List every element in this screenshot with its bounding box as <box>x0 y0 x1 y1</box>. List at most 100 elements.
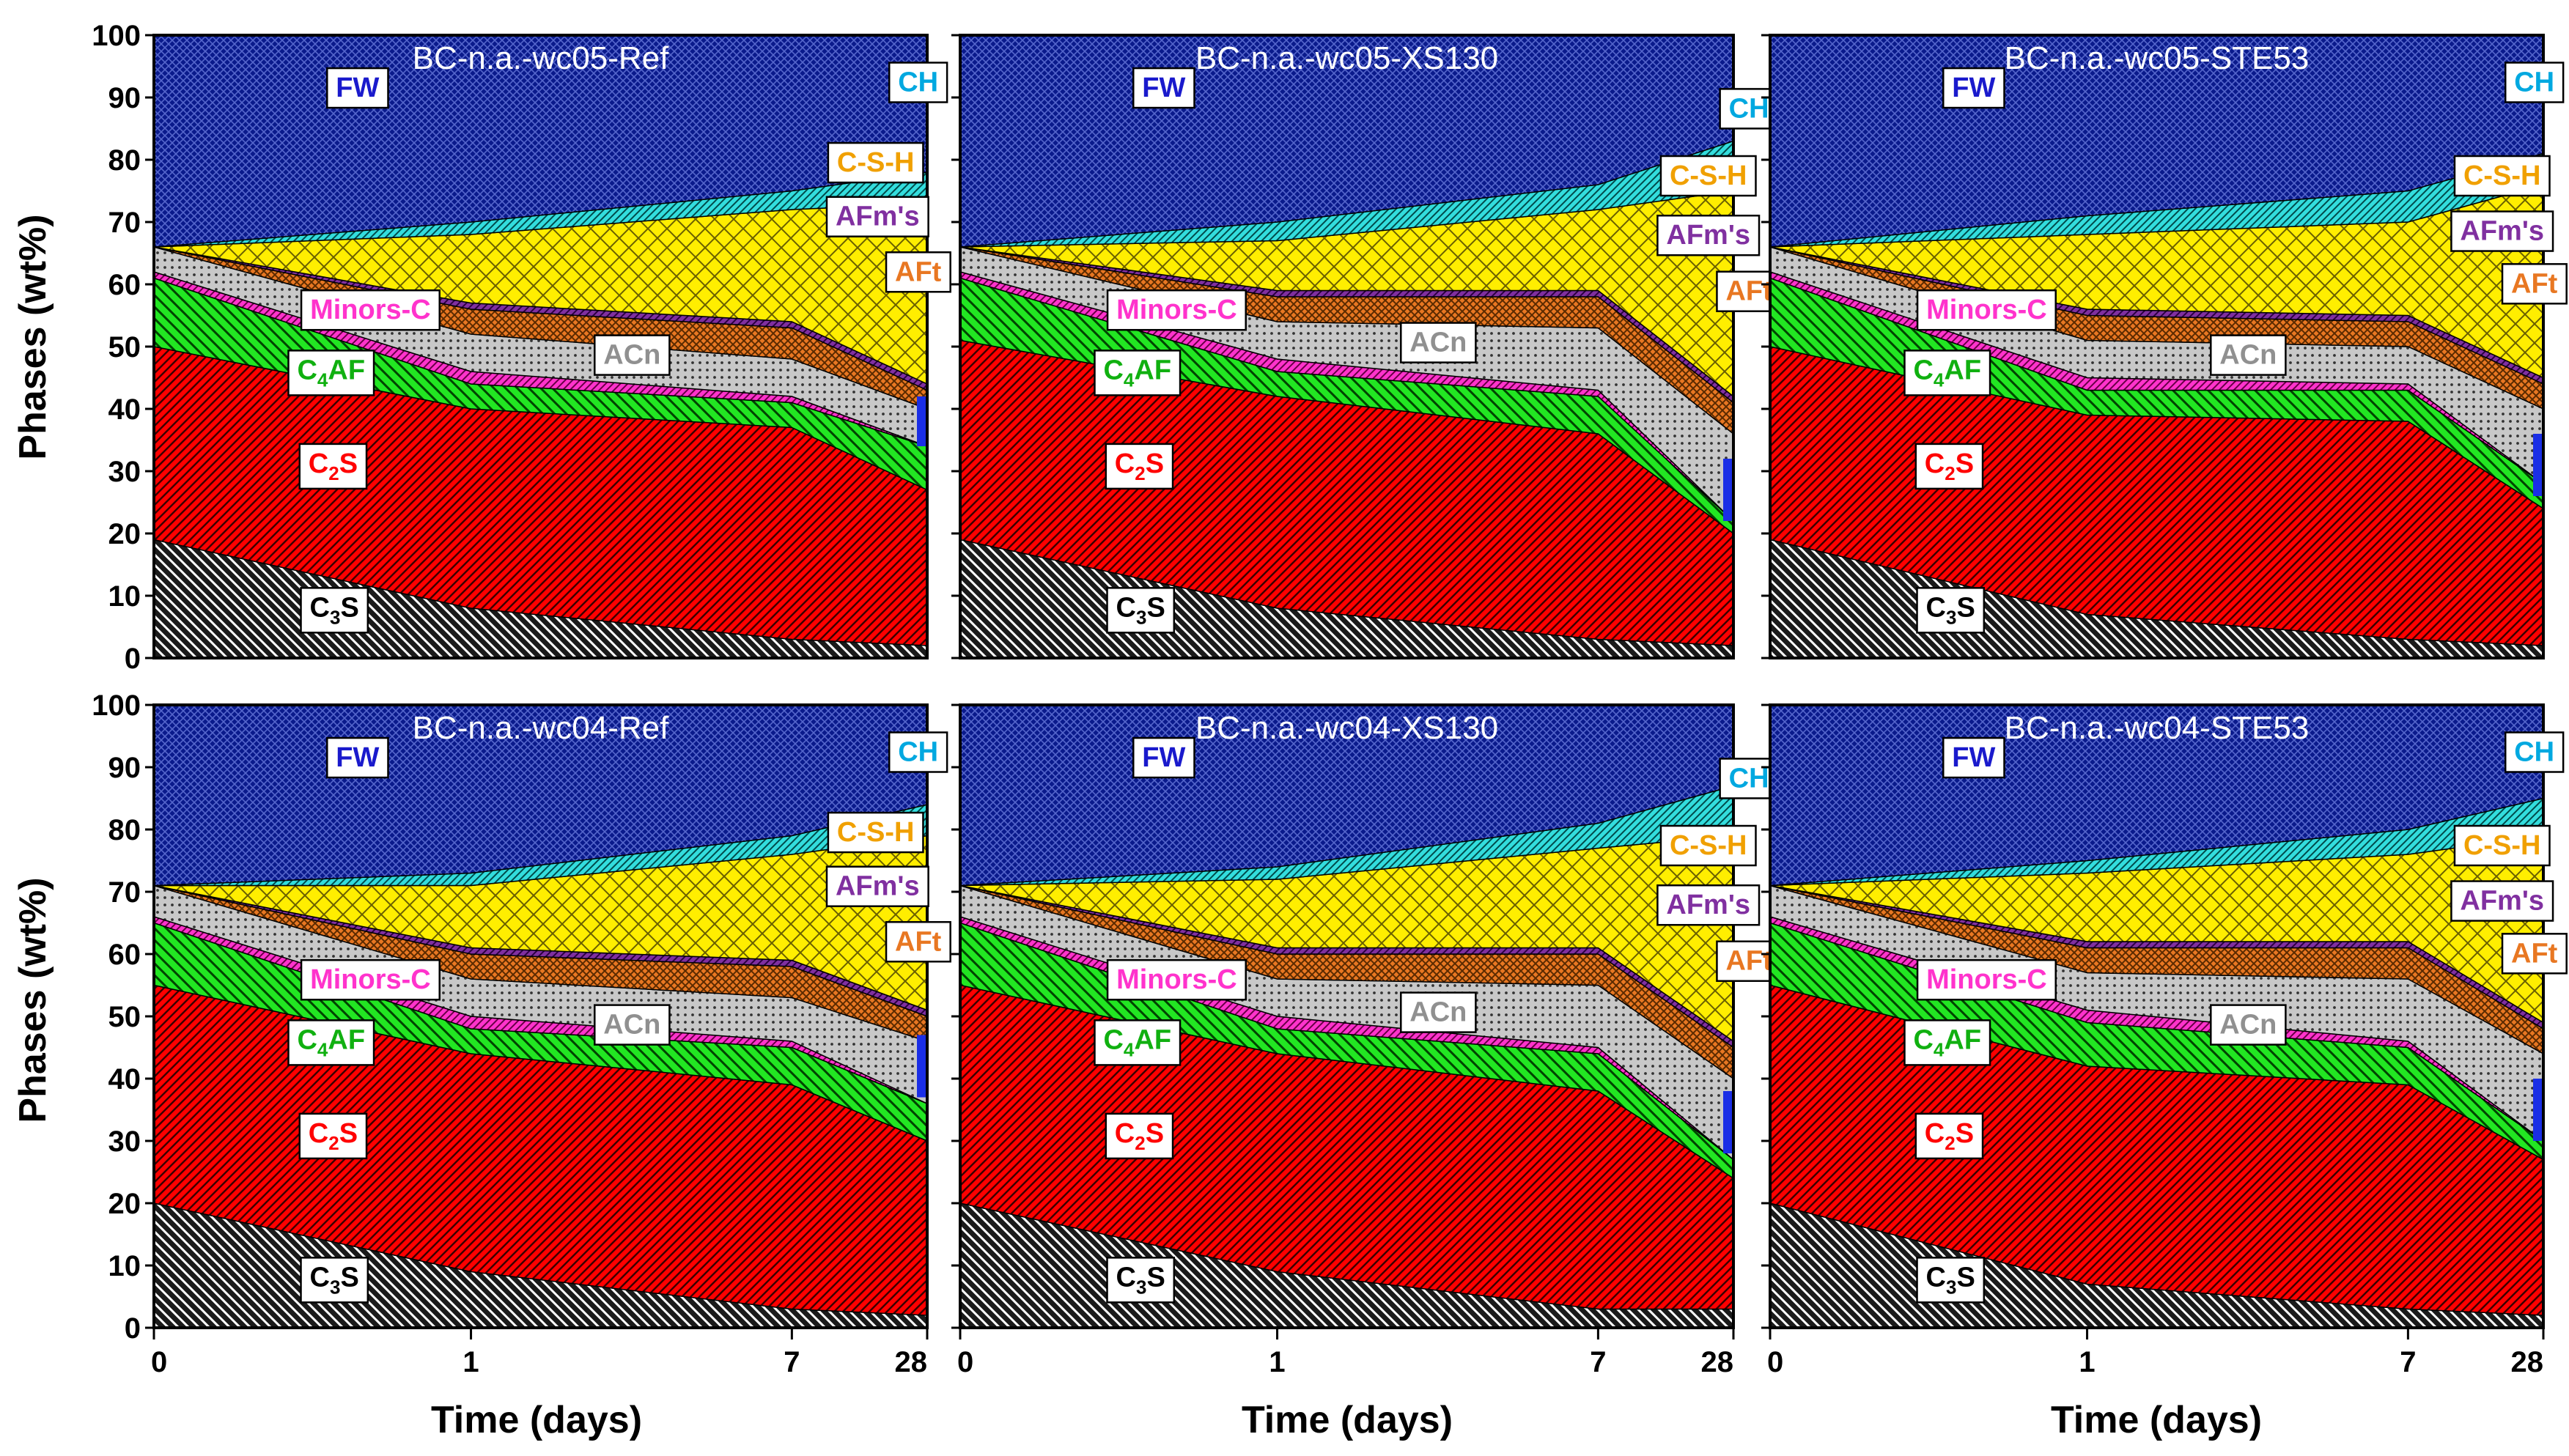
label-text: C-S-H <box>2463 830 2541 861</box>
y-tick-label: 60 <box>108 939 141 971</box>
label-aft: AFt <box>2501 933 2568 975</box>
label-text: AFt <box>895 256 942 287</box>
label-text: ACn <box>603 340 660 371</box>
y-tick-label: 0 <box>125 643 141 675</box>
label-text: AFm's <box>1666 220 1750 251</box>
x-tick-label: 7 <box>1590 1346 1606 1378</box>
label-minorsc: Minors-C <box>1916 958 2057 1001</box>
y-tick-label: 90 <box>108 82 141 114</box>
label-ch: CH <box>2504 731 2565 773</box>
label-text: ACn <box>603 1010 660 1041</box>
label-afms: AFm's <box>825 196 929 237</box>
label-acn: ACn <box>2210 1004 2287 1046</box>
label-c4af: C4AF <box>1094 1019 1182 1066</box>
panel-title: BC-n.a.-wc05-XS130 <box>1195 40 1498 76</box>
label-text: C4AF <box>297 355 365 391</box>
y-tick-label: 40 <box>108 393 141 426</box>
y-tick-label: 20 <box>108 518 141 550</box>
label-text: C3S <box>1116 592 1165 628</box>
label-aft: AFt <box>2501 263 2568 305</box>
label-acn: ACn <box>594 334 671 376</box>
label-text: CH <box>898 737 938 768</box>
label-text: C2S <box>309 448 358 484</box>
x-axis-label-left: Time (days) <box>431 1399 642 1441</box>
label-text: CH <box>2514 737 2554 768</box>
label-fw: FW <box>1942 67 2005 109</box>
label-text: FW <box>1142 742 1185 773</box>
x-tick-label: 1 <box>1269 1346 1285 1378</box>
label-text: AFm's <box>2460 886 2544 917</box>
y-tick-label: 20 <box>108 1188 141 1220</box>
label-csh: C-S-H <box>827 141 924 184</box>
label-text: Minors-C <box>310 964 431 995</box>
label-text: Minors-C <box>1926 964 2047 995</box>
label-text: C-S-H <box>1670 160 1747 191</box>
gap-bar <box>917 1035 926 1098</box>
gap-bar <box>917 396 926 446</box>
label-text: Minors-C <box>1926 295 2047 325</box>
label-text: AFm's <box>836 871 920 902</box>
label-acn: ACn <box>1400 991 1477 1033</box>
label-text: C3S <box>310 1262 359 1298</box>
y-tick-label: 60 <box>108 269 141 301</box>
label-text: C3S <box>1116 1262 1165 1298</box>
label-text: CH <box>898 67 938 98</box>
label-c2s: C2S <box>1105 443 1174 490</box>
y-axis-label-top: Phases (wt%) <box>12 214 54 459</box>
label-csh: C-S-H <box>1659 155 1757 197</box>
label-fw: FW <box>1132 736 1195 779</box>
label-text: C4AF <box>1913 1024 1981 1060</box>
gap-bar <box>1723 459 1732 521</box>
label-c4af: C4AF <box>1903 1019 1991 1066</box>
label-c4af: C4AF <box>1903 350 1991 396</box>
label-text: AFt <box>2511 268 2558 299</box>
y-tick-label: 10 <box>108 580 141 613</box>
label-fw: FW <box>326 736 389 779</box>
label-c3s: C3S <box>1106 1257 1176 1304</box>
y-tick-label: 0 <box>125 1312 141 1345</box>
label-minorsc: Minors-C <box>300 958 441 1001</box>
panel-6: 0 1 7 28 BC-n.a.-wc04-STE53 FW CH C-S-H AFm's AFt… <box>1761 703 2568 1378</box>
label-text: CH <box>2514 67 2554 98</box>
y-tick-label: 100 <box>92 690 141 722</box>
label-text: Minors-C <box>1116 964 1237 995</box>
label-text: ACn <box>1409 997 1467 1028</box>
label-c4af: C4AF <box>1094 350 1182 396</box>
x-tick-label: 28 <box>895 1346 928 1378</box>
x-tick-label: 0 <box>1767 1346 1783 1378</box>
label-text: AFt <box>895 926 942 957</box>
label-text: AFm's <box>836 202 920 232</box>
label-acn: ACn <box>2210 334 2287 376</box>
panel-3: BC-n.a.-wc05-STE53 FW CH C-S-H AFm's AFt ACn Mi… <box>1761 34 2568 659</box>
x-tick-label: 0 <box>957 1346 973 1378</box>
panel-1: 0 10 20 30 40 50 60 70 80 90 100 BC-n.a.-wc05-Ref FW… <box>92 20 951 675</box>
panel-5: 0 1 7 28BC-n.a.-wc04-XS130FWCHC-S-HAFm'sAFt… <box>951 703 1783 1378</box>
y-tick-label: 70 <box>108 876 141 909</box>
label-text: AFt <box>1725 276 1772 307</box>
label-minorsc: Minors-C <box>1916 289 2057 331</box>
label-text: C3S <box>310 592 359 628</box>
label-afms: AFm's <box>825 865 929 907</box>
label-c2s: C2S <box>298 443 368 490</box>
label-ch: CH <box>1719 88 1779 130</box>
x-tick-label: 28 <box>2511 1346 2544 1378</box>
label-csh: C-S-H <box>2453 155 2551 197</box>
label-c2s: C2S <box>1914 443 1984 490</box>
x-tick-label: 0 <box>151 1346 167 1378</box>
label-text: C2S <box>1115 448 1164 484</box>
y-axis-label-bottom: Phases (wt%) <box>12 877 54 1123</box>
label-afms: AFm's <box>2450 880 2554 922</box>
label-aft: AFt <box>885 251 951 293</box>
y-tick-label: 50 <box>108 1001 141 1033</box>
y-tick-label: 50 <box>108 331 141 363</box>
label-text: C-S-H <box>837 817 915 848</box>
x-tick-label: 1 <box>462 1346 479 1378</box>
label-text: Minors-C <box>1116 295 1237 325</box>
y-tick-label: 30 <box>108 1126 141 1158</box>
y-tick-label: 30 <box>108 456 141 488</box>
label-afms: AFm's <box>1656 884 1761 926</box>
label-text: C4AF <box>1103 355 1171 391</box>
label-minorsc: Minors-C <box>300 289 441 331</box>
label-text: ACn <box>2219 1010 2277 1041</box>
